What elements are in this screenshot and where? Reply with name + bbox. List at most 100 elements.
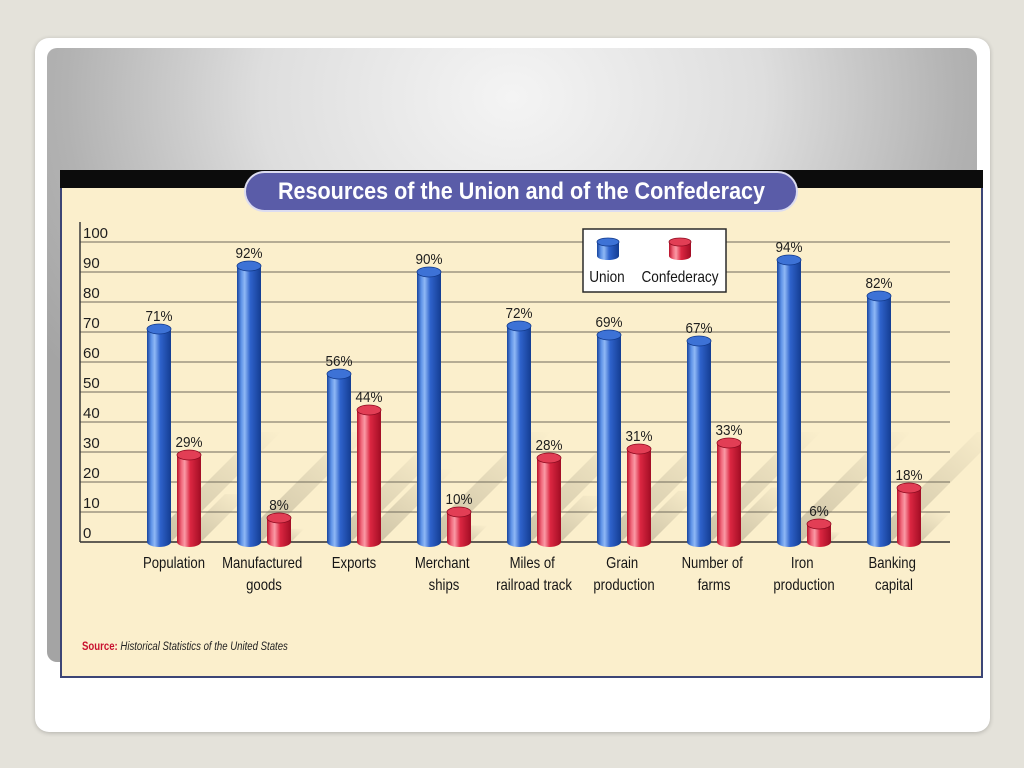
bar-body xyxy=(717,443,741,542)
bar-union-miles-of-railroad-track xyxy=(506,320,532,547)
data-label-confederacy: 10% xyxy=(446,491,473,508)
bar-shadow xyxy=(867,432,983,542)
y-tick-label: 60 xyxy=(83,345,100,362)
data-label-union: 72% xyxy=(506,305,533,322)
data-label-confederacy: 8% xyxy=(269,497,289,514)
bar-confederacy-exports xyxy=(356,404,382,547)
title-banner xyxy=(244,171,798,212)
source-text: Historical Statistics of the United Stat… xyxy=(120,640,288,653)
swatch-top xyxy=(596,237,620,247)
category-label: Banking capital xyxy=(868,555,919,594)
bar-top xyxy=(536,452,562,464)
y-tick-label: 10 xyxy=(83,495,100,512)
source-label: Source: xyxy=(82,640,118,653)
bar-body xyxy=(237,266,261,542)
y-tick-labels: 0 10 20 30 40 50 60 70 80 90 100 xyxy=(83,225,108,542)
bar-shadow xyxy=(327,449,444,542)
y-tick-label: 50 xyxy=(83,375,100,392)
bar-top xyxy=(626,443,652,455)
data-label-confederacy: 18% xyxy=(896,467,923,484)
bar-top xyxy=(416,266,442,278)
bar-union-manufactured-goods xyxy=(236,260,262,547)
legend-swatch-confederacy xyxy=(668,237,692,260)
data-labels: 71% 92% 56% 90% 72% 69% 67% 94% 82% 29% 8% 44% 10% 28… xyxy=(146,239,923,520)
data-label-union: 94% xyxy=(776,239,803,256)
data-label-union: 71% xyxy=(146,308,173,325)
bar-top xyxy=(776,254,802,266)
data-label-confederacy: 28% xyxy=(536,437,563,454)
bar-body xyxy=(357,410,381,542)
data-label-confederacy: 33% xyxy=(716,422,743,439)
bar-body xyxy=(627,449,651,542)
category-labels: Population Manufactured goods Exports Merch… xyxy=(143,555,920,594)
data-label-confederacy: 31% xyxy=(626,428,653,445)
data-label-union: 56% xyxy=(326,353,353,370)
bar-top xyxy=(176,449,202,461)
bar-top xyxy=(146,323,172,335)
bar-confederacy-banking-capital xyxy=(896,482,922,547)
bar-confederacy-miles-of-railroad-track xyxy=(536,452,562,547)
bar-confederacy-iron-production xyxy=(806,518,832,547)
y-tick-label: 20 xyxy=(83,465,100,482)
y-tick-label: 100 xyxy=(83,225,108,242)
data-label-union: 90% xyxy=(416,251,443,268)
y-tick-label: 70 xyxy=(83,315,100,332)
bar-body xyxy=(147,329,171,542)
bar-top xyxy=(236,260,262,272)
chart: 0 10 20 30 40 50 60 70 80 90 100 71% 92% 56% 90% 72% 69… xyxy=(60,170,983,678)
category-label: Exports xyxy=(332,555,376,572)
bar-body xyxy=(537,458,561,542)
bar-body xyxy=(597,335,621,542)
legend-label-union: Union xyxy=(589,269,624,286)
data-label-union: 82% xyxy=(866,275,893,292)
bar-top xyxy=(596,329,622,341)
category-label: Grain production xyxy=(593,555,654,594)
y-tick-label: 80 xyxy=(83,285,100,302)
data-label-confederacy: 6% xyxy=(809,503,829,520)
bar-union-grain-production xyxy=(596,329,622,547)
data-label-union: 92% xyxy=(236,245,263,262)
chart-title: Resources of the Union and of the Confed… xyxy=(278,178,766,205)
bar-confederacy-merchant-ships xyxy=(446,506,472,547)
category-label: Population xyxy=(143,555,205,572)
bar-body xyxy=(507,326,531,542)
bar-union-exports xyxy=(326,368,352,547)
bar-union-population xyxy=(146,323,172,547)
category-label: Number of farms xyxy=(682,555,747,594)
source-note: Source: Historical Statistics of the Uni… xyxy=(82,640,288,653)
legend: Union Confederacy xyxy=(582,228,727,293)
bar-body xyxy=(897,488,921,542)
bar-union-number-of-farms xyxy=(686,335,712,547)
bar-union-iron-production xyxy=(776,254,802,547)
bar-confederacy-grain-production xyxy=(626,443,652,547)
bar-top xyxy=(716,437,742,449)
legend-label-confederacy: Confederacy xyxy=(641,269,719,286)
bar-body xyxy=(177,455,201,542)
data-label-confederacy: 44% xyxy=(356,389,383,406)
category-label: Iron production xyxy=(773,555,834,594)
bar-confederacy-manufactured-goods xyxy=(266,512,292,547)
bar-body xyxy=(327,374,351,542)
bar-body xyxy=(417,272,441,542)
category-label: Manufactured goods xyxy=(222,555,306,594)
bars xyxy=(146,254,922,547)
y-tick-label: 90 xyxy=(83,255,100,272)
bar-body xyxy=(777,260,801,542)
bar-top xyxy=(896,482,922,494)
bar-union-banking-capital xyxy=(866,290,892,547)
bar-top xyxy=(326,368,352,380)
bar-top xyxy=(866,290,892,302)
bar-body xyxy=(687,341,711,542)
bar-body xyxy=(867,296,891,542)
bar-top xyxy=(266,512,292,524)
bar-top xyxy=(686,335,712,347)
y-tick-label: 30 xyxy=(83,435,100,452)
category-label: Miles of railroad track xyxy=(496,555,572,594)
bar-top xyxy=(446,506,472,518)
swatch-top xyxy=(668,237,692,247)
bar-union-merchant-ships xyxy=(416,266,442,547)
title-banner-group: Resources of the Union and of the Confed… xyxy=(244,171,798,212)
bar-top xyxy=(506,320,532,332)
data-label-confederacy: 29% xyxy=(176,434,203,451)
